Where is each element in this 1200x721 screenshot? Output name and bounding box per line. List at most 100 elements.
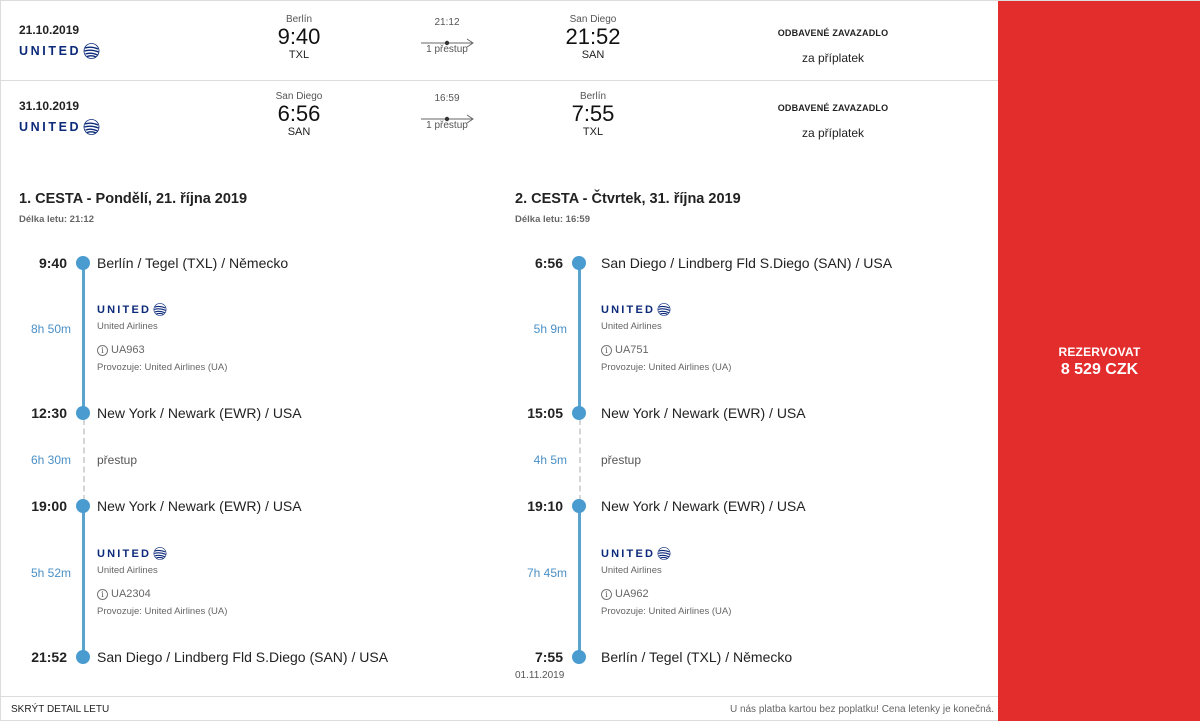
info-icon[interactable]: i xyxy=(601,344,612,356)
flight-details-area: 21.10.2019 UNITED Berlín 9:40 TXL 21:12 … xyxy=(1,1,998,721)
leg-detail-return: 2. CESTA - Čtvrtek, 31. října 2019 Délka… xyxy=(515,191,995,691)
departure-code: SAN xyxy=(287,126,311,138)
departure-time: 9:40 xyxy=(38,255,67,271)
flight-date: 31.10.2019 xyxy=(19,99,80,113)
united-globe-icon xyxy=(83,43,100,59)
united-globe-icon xyxy=(153,547,167,560)
segment-duration: 5h 52m xyxy=(30,566,71,580)
payment-note: U nás platba kartou bez poplatku! Cena l… xyxy=(729,704,994,715)
segment-duration: 7h 45m xyxy=(526,566,567,580)
departure-place: San Diego / Lindberg Fld S.Diego (SAN) /… xyxy=(601,255,893,271)
arrival-time: 21:52 xyxy=(565,24,621,49)
timeline-dot xyxy=(572,650,586,664)
info-icon[interactable]: i xyxy=(97,344,108,356)
flight-number-text: UA963 xyxy=(111,344,145,356)
airline-logo: UNITED xyxy=(19,43,100,59)
flight-number[interactable]: i UA962 xyxy=(601,588,649,600)
price: 8 529 CZK xyxy=(1060,361,1139,378)
arrival-block: San Diego 21:52 SAN xyxy=(543,14,643,61)
arrival-place: New York / Newark (EWR) / USA xyxy=(601,405,806,421)
flight-number-text: UA751 xyxy=(615,344,649,356)
arrival-place: San Diego / Lindberg Fld S.Diego (SAN) /… xyxy=(97,649,389,665)
flight-number[interactable]: i UA2304 xyxy=(97,588,151,600)
operated-by: Provozuje: United Airlines (UA) xyxy=(97,362,228,373)
departure-time: 19:10 xyxy=(527,498,563,514)
route-arrow-icon xyxy=(421,114,474,124)
flight-number[interactable]: i UA963 xyxy=(97,344,145,356)
airline-logo: UNITED xyxy=(97,303,167,316)
book-button-label: REZERVOVAT xyxy=(1058,345,1141,359)
stops-count: 1 přestup xyxy=(426,44,468,55)
baggage-title: ODBAVENÉ ZAVAZADLO xyxy=(777,28,889,38)
segment-line xyxy=(82,507,85,657)
airline-logo: UNITED xyxy=(601,303,671,316)
info-icon[interactable]: i xyxy=(97,588,108,600)
leg-duration: Délka letu: 16:59 xyxy=(515,214,590,225)
airline-logo-text: UNITED xyxy=(19,120,82,134)
airline-logo: UNITED xyxy=(97,547,167,560)
baggage-note: za příplatek xyxy=(801,126,865,140)
arrival-place: Berlín / Tegel (TXL) / Německo xyxy=(601,649,793,665)
summary-row-return[interactable]: 31.10.2019 UNITED San Diego 6:56 SAN 16:… xyxy=(1,81,998,156)
arrival-time: 12:30 xyxy=(31,405,67,421)
segment-line xyxy=(578,263,581,413)
arrival-block: Berlín 7:55 TXL xyxy=(543,91,643,138)
segment-line xyxy=(578,507,581,657)
book-button[interactable]: REZERVOVAT 8 529 CZK xyxy=(998,1,1200,721)
departure-place: Berlín / Tegel (TXL) / Německo xyxy=(97,255,289,271)
leg-detail-outbound: 1. CESTA - Pondělí, 21. října 2019 Délka… xyxy=(19,191,499,691)
card-footer: SKRÝT DETAIL LETU U nás platba kartou be… xyxy=(1,696,998,721)
arrival-time: 21:52 xyxy=(31,649,67,665)
arrival-code: SAN xyxy=(581,49,605,61)
departure-city: Berlín xyxy=(285,14,313,25)
united-globe-icon xyxy=(657,303,671,316)
airline-logo-text: UNITED xyxy=(97,303,152,316)
info-icon[interactable]: i xyxy=(601,588,612,600)
total-duration: 16:59 xyxy=(434,93,460,104)
departure-place: New York / Newark (EWR) / USA xyxy=(601,498,806,514)
timeline-dot xyxy=(76,650,90,664)
segment-duration: 5h 9m xyxy=(533,322,567,336)
departure-time: 6:56 xyxy=(277,101,321,126)
operated-by: Provozuje: United Airlines (UA) xyxy=(601,362,732,373)
airline-logo-text: UNITED xyxy=(601,547,656,560)
airline-name: United Airlines xyxy=(97,321,158,332)
airline-logo-text: UNITED xyxy=(97,547,152,560)
baggage-note: za příplatek xyxy=(801,51,865,65)
flight-date: 21.10.2019 xyxy=(19,23,80,37)
transfer-duration: 4h 5m xyxy=(533,453,567,467)
stops-count: 1 přestup xyxy=(426,120,468,131)
transfer-line xyxy=(83,419,85,501)
summary-row-outbound[interactable]: 21.10.2019 UNITED Berlín 9:40 TXL 21:12 … xyxy=(1,1,998,81)
departure-code: TXL xyxy=(288,49,310,61)
departure-time: 19:00 xyxy=(31,498,67,514)
total-duration: 21:12 xyxy=(434,17,460,28)
flight-number[interactable]: i UA751 xyxy=(601,344,649,356)
transfer-duration: 6h 30m xyxy=(30,453,71,467)
timeline-dot xyxy=(572,256,586,270)
baggage-info: ODBAVENÉ ZAVAZADLO za příplatek xyxy=(753,28,913,65)
arrival-time: 7:55 xyxy=(571,101,615,126)
departure-place: New York / Newark (EWR) / USA xyxy=(97,498,302,514)
arrival-next-day-date: 01.11.2019 xyxy=(515,670,565,681)
arrival-place: New York / Newark (EWR) / USA xyxy=(97,405,302,421)
timeline-dot xyxy=(572,499,586,513)
hide-detail-link[interactable]: SKRÝT DETAIL LETU xyxy=(11,704,110,715)
arrival-time: 7:55 xyxy=(534,649,563,665)
airline-logo-text: UNITED xyxy=(19,44,82,58)
operated-by: Provozuje: United Airlines (UA) xyxy=(97,606,228,617)
airline-name: United Airlines xyxy=(97,565,158,576)
transfer-line xyxy=(579,419,581,501)
segment-line xyxy=(82,263,85,413)
segment-duration: 8h 50m xyxy=(30,322,71,336)
transfer-label: přestup xyxy=(97,453,138,467)
route-middle: 21:12 1 přestup xyxy=(401,17,493,55)
departure-time: 9:40 xyxy=(277,24,321,49)
flight-number-text: UA962 xyxy=(615,588,649,600)
route-arrow-icon xyxy=(421,38,474,48)
leg-title: 1. CESTA - Pondělí, 21. října 2019 xyxy=(19,191,248,207)
baggage-title: ODBAVENÉ ZAVAZADLO xyxy=(777,103,889,113)
timeline-dot xyxy=(76,256,90,270)
departure-block: San Diego 6:56 SAN xyxy=(249,91,349,138)
airline-name: United Airlines xyxy=(601,565,662,576)
